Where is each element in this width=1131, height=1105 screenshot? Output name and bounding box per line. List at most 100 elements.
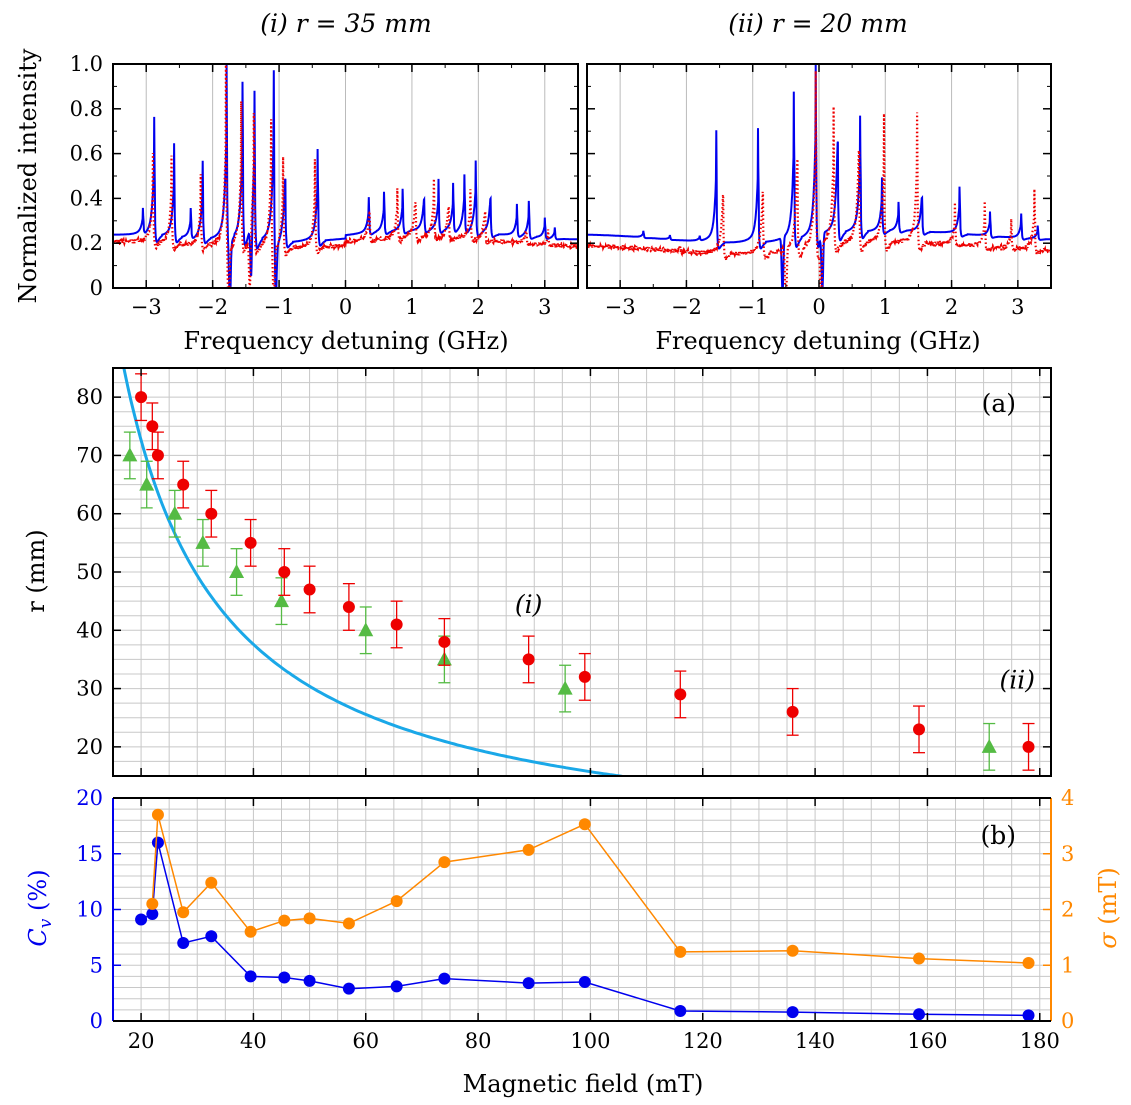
x-tick-label: 2 <box>472 295 485 319</box>
cv-point <box>522 977 535 990</box>
sigma-point <box>522 843 535 856</box>
red-data-point <box>1022 740 1035 753</box>
x-tick-label: 0 <box>339 295 352 319</box>
cv-point <box>151 836 164 849</box>
cv-point <box>342 982 355 995</box>
experimental-spectrum-line <box>587 70 1051 288</box>
green-data-point <box>557 680 573 695</box>
data-layer <box>113 64 1051 1022</box>
green-data-point <box>981 738 997 753</box>
y-tick-label: 1.0 <box>70 52 103 76</box>
cv-tick-label: 15 <box>76 842 103 866</box>
cv-tick-label: 10 <box>76 898 103 922</box>
sigma-point <box>303 912 316 925</box>
x-tick-label: 160 <box>907 1029 947 1053</box>
y-tick-label: 70 <box>76 443 103 467</box>
green-data-point <box>358 622 374 637</box>
theory-spectrum-line <box>113 64 578 288</box>
red-data-point <box>578 670 591 683</box>
sigma-tick-label: 4 <box>1061 786 1074 810</box>
cv-point <box>177 936 190 949</box>
sigma-point <box>177 906 190 919</box>
sigma-label-part: (mT) <box>1094 867 1122 932</box>
cv-point <box>578 975 591 988</box>
sigma-point <box>146 897 159 910</box>
cv-label-part: v <box>36 918 56 928</box>
x-tick-label: −3 <box>131 295 162 319</box>
red-data-point <box>244 536 257 549</box>
cv-point <box>244 970 257 983</box>
red-data-point <box>438 635 451 648</box>
red-data-point <box>205 507 218 520</box>
y-tick-label: 40 <box>76 618 103 642</box>
red-data-point <box>522 653 535 666</box>
sigma-label-part: σ <box>1094 932 1122 949</box>
cv-label-part: C <box>24 928 52 946</box>
x-tick-label: 2 <box>945 295 958 319</box>
theory-spectrum-line <box>587 64 1051 288</box>
cv-point <box>913 1008 926 1021</box>
cv-tick-label: 20 <box>76 786 103 810</box>
red-data-point <box>278 566 291 578</box>
y-tick-label: 60 <box>76 502 103 526</box>
panel-frame <box>586 63 1052 289</box>
cv-point <box>205 930 218 943</box>
cv-point <box>278 971 291 984</box>
red-data-point <box>151 449 164 462</box>
x-tick-label: 1 <box>879 295 892 319</box>
green-data-point <box>229 564 245 578</box>
radius-y-axis-label: r (mm) <box>22 529 50 612</box>
red-data-point <box>786 705 799 718</box>
green-data-point <box>195 534 211 549</box>
y-tick-label: 0 <box>90 276 103 300</box>
y-tick-label: 20 <box>76 735 103 759</box>
sigma-tick-label: 2 <box>1061 898 1074 922</box>
sigma-point <box>205 876 218 889</box>
sigma-point <box>578 818 591 831</box>
cv-point <box>303 974 316 987</box>
x-tick-label: 1 <box>405 295 418 319</box>
cv-point <box>674 1004 687 1017</box>
y-tick-label: 0.8 <box>70 97 103 121</box>
cv-tick-label: 0 <box>90 1009 103 1033</box>
sigma-point <box>278 914 291 927</box>
sigma-point <box>913 952 926 965</box>
cv-line <box>140 842 1029 1017</box>
y-tick-label: 0.4 <box>70 186 103 210</box>
x-tick-label: 20 <box>128 1029 155 1053</box>
red-data-point <box>390 618 403 631</box>
green-data-point <box>274 593 290 608</box>
text-layer: (i) r = 35 mm (ii) r = 20 mm Normalized … <box>14 9 1122 1098</box>
frame-layer <box>112 63 1052 1022</box>
sigma-point <box>244 925 257 938</box>
cv-point <box>135 913 148 926</box>
x-tick-label: 180 <box>1020 1029 1060 1053</box>
green-data-point <box>167 505 183 520</box>
sigma-point <box>390 895 403 908</box>
x-tick-label: 120 <box>683 1029 723 1053</box>
sigma-tick-label: 1 <box>1061 953 1074 977</box>
x-tick-label: 100 <box>570 1029 610 1053</box>
cv-point <box>146 907 159 920</box>
sigma-point <box>342 917 355 930</box>
panel-a-label: (a) <box>982 389 1016 418</box>
point-annotation: (i) <box>515 590 543 619</box>
x-tick-label: 0 <box>812 295 825 319</box>
red-data-point <box>146 420 159 433</box>
sigma-point <box>1022 957 1035 970</box>
experimental-spectrum-line <box>113 64 578 288</box>
red-data-point <box>135 391 148 404</box>
cv-point <box>438 972 451 985</box>
panel-frame <box>112 367 1052 777</box>
detuning-x-axis-label-i: Frequency detuning (GHz) <box>183 327 508 355</box>
magnetic-field-x-axis-label: Magnetic field (mT) <box>463 1070 704 1098</box>
sigma-point <box>438 856 451 869</box>
panel-b-label: (b) <box>980 821 1016 850</box>
sigma-tick-label: 3 <box>1061 842 1074 866</box>
panel-ii-title: (ii) r = 20 mm <box>728 9 907 38</box>
detuning-x-axis-label-ii: Frequency detuning (GHz) <box>655 327 980 355</box>
y-tick-label: 50 <box>76 560 103 584</box>
y-tick-label: 30 <box>76 677 103 701</box>
sigma-line <box>151 814 1029 964</box>
